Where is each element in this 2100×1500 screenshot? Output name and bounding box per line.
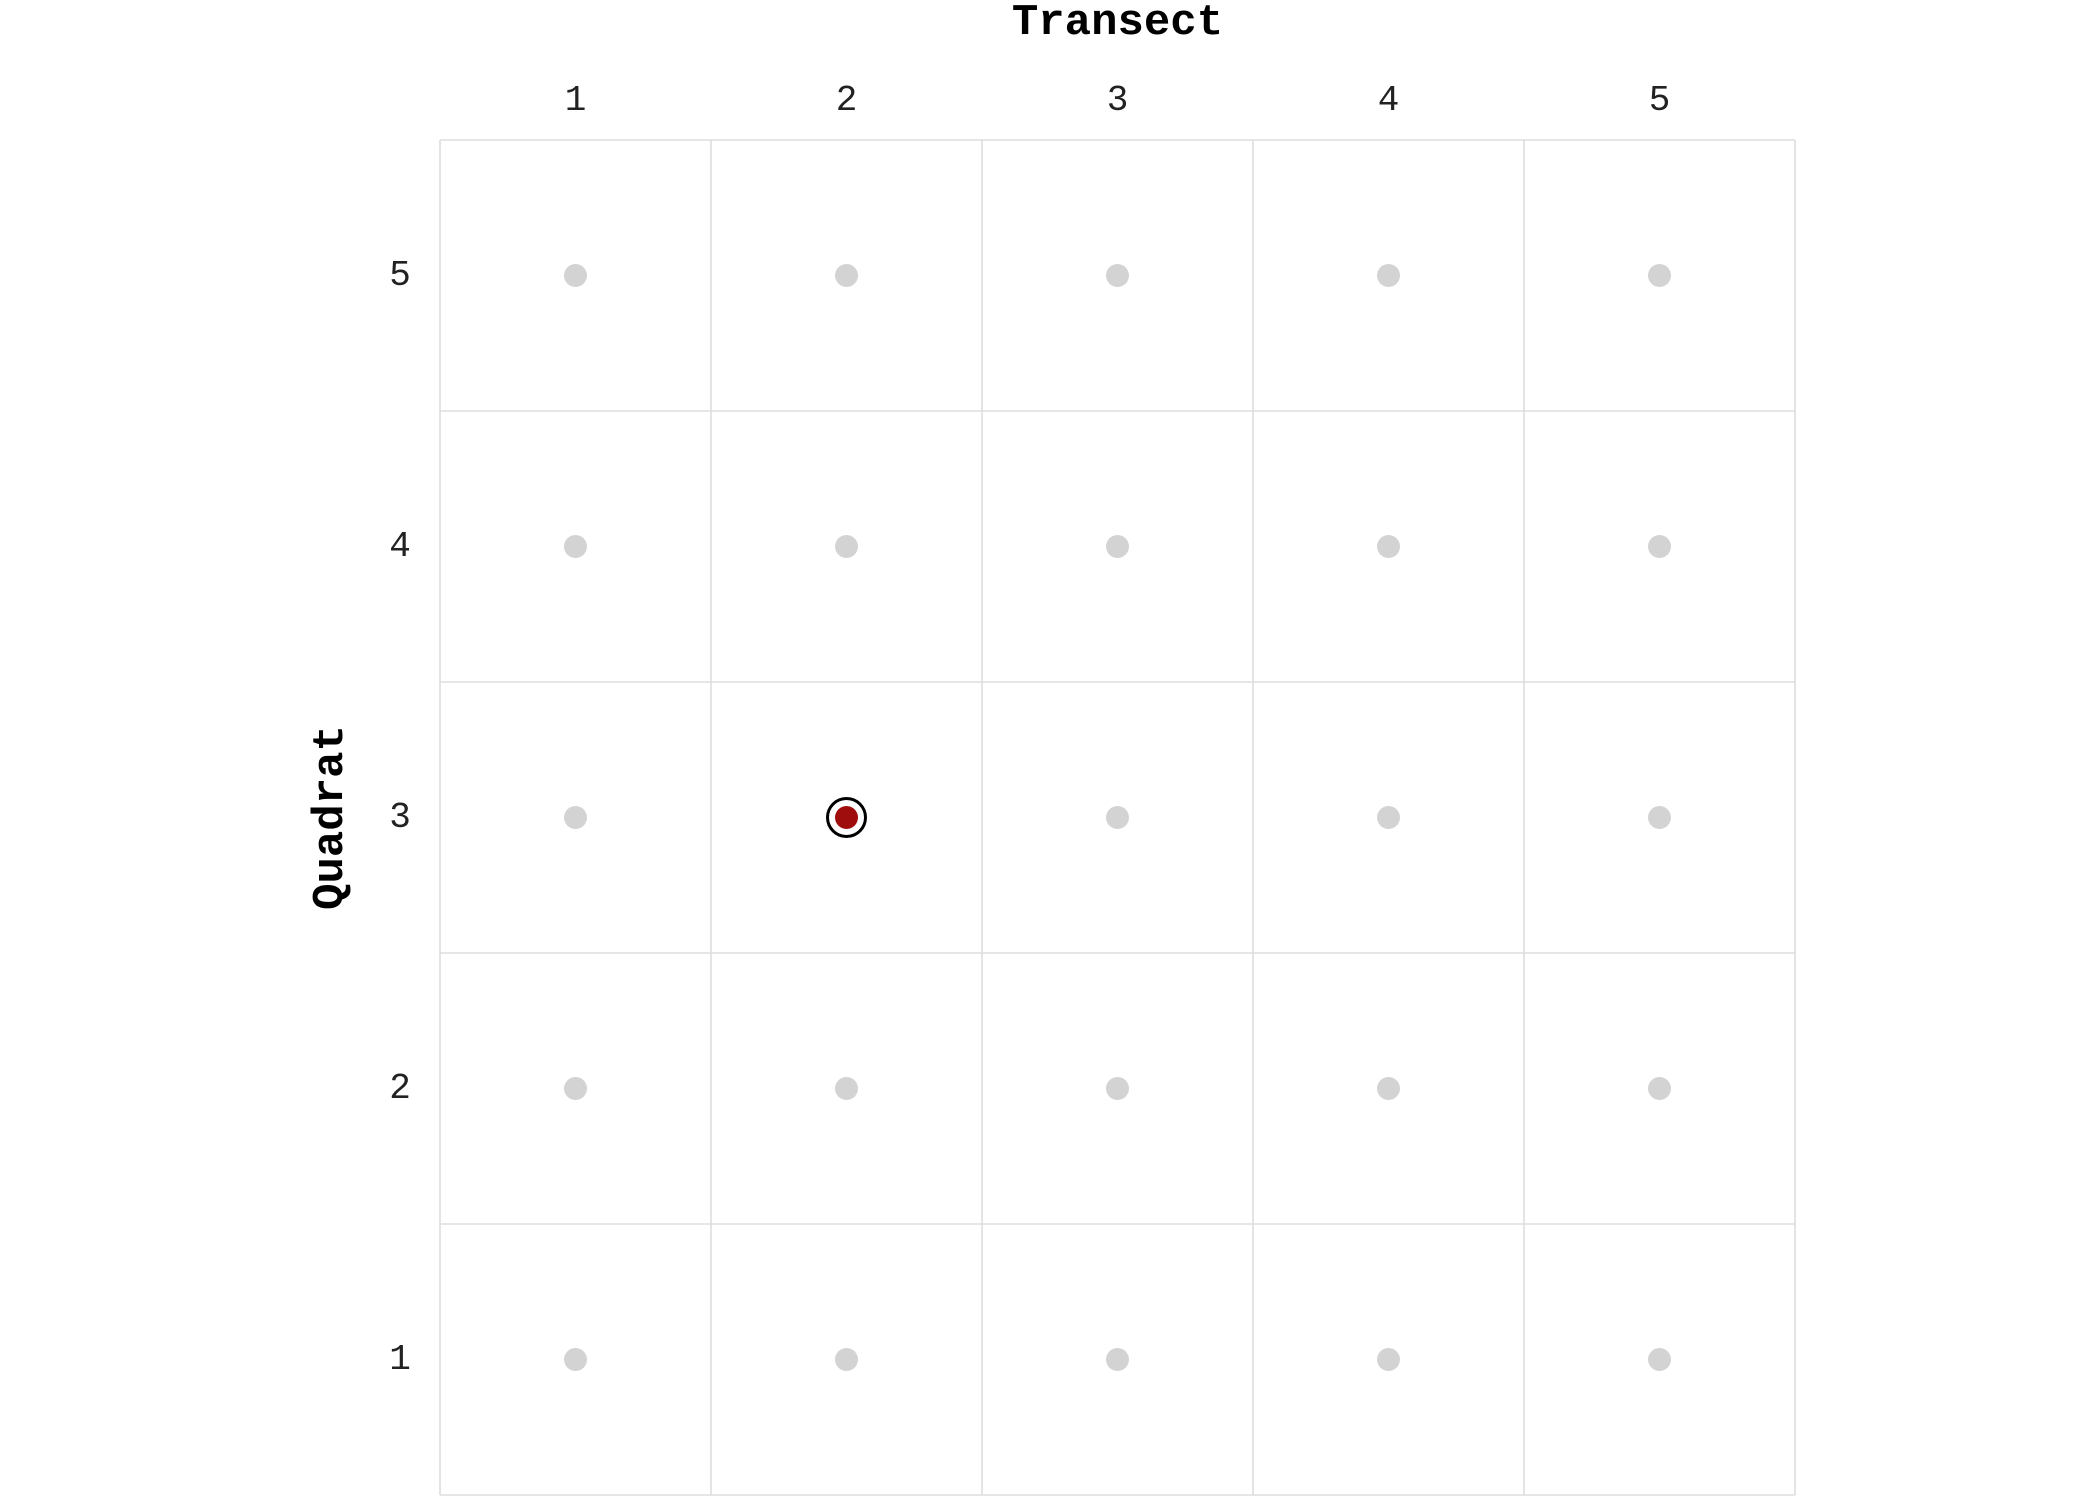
grid-point xyxy=(564,535,587,558)
y-tick-label: 2 xyxy=(389,1068,411,1109)
grid-point xyxy=(564,1077,587,1100)
x-tick-label: 4 xyxy=(1378,80,1400,121)
tick-labels: 1 2 3 4 5 1 2 3 4 5 xyxy=(389,80,1670,1380)
y-tick-label: 3 xyxy=(389,797,411,838)
grid-point xyxy=(1106,1348,1129,1371)
grid-point xyxy=(1377,1348,1400,1371)
y-axis-title: Quadrat xyxy=(306,725,356,910)
grid-point xyxy=(1648,1348,1671,1371)
grid-lines xyxy=(439,139,1796,1496)
y-tick-label: 4 xyxy=(389,526,411,567)
grid-point xyxy=(1648,535,1671,558)
x-tick-label: 1 xyxy=(565,80,587,121)
highlight-ring xyxy=(826,797,867,838)
y-tick-label: 1 xyxy=(389,1339,411,1380)
data-points xyxy=(564,264,1671,1371)
grid-point xyxy=(1648,264,1671,287)
grid-point xyxy=(1648,1077,1671,1100)
x-axis-title: Transect xyxy=(1012,0,1223,48)
grid-point xyxy=(1377,535,1400,558)
grid-point xyxy=(1648,806,1671,829)
grid-point xyxy=(564,264,587,287)
grid-point xyxy=(835,535,858,558)
y-tick-label: 5 xyxy=(389,255,411,296)
grid-point xyxy=(564,1348,587,1371)
grid-point xyxy=(1377,1077,1400,1100)
grid-point xyxy=(1106,1077,1129,1100)
grid-point xyxy=(1377,806,1400,829)
grid-point xyxy=(835,1348,858,1371)
grid-point xyxy=(1106,264,1129,287)
grid-point xyxy=(1377,264,1400,287)
x-tick-label: 2 xyxy=(836,80,858,121)
highlight-point xyxy=(835,806,858,829)
grid-point xyxy=(1106,535,1129,558)
grid-point xyxy=(1106,806,1129,829)
grid-point xyxy=(835,1077,858,1100)
x-tick-label: 5 xyxy=(1649,80,1671,121)
grid-point xyxy=(564,806,587,829)
x-tick-label: 3 xyxy=(1107,80,1129,121)
grid-point xyxy=(835,264,858,287)
